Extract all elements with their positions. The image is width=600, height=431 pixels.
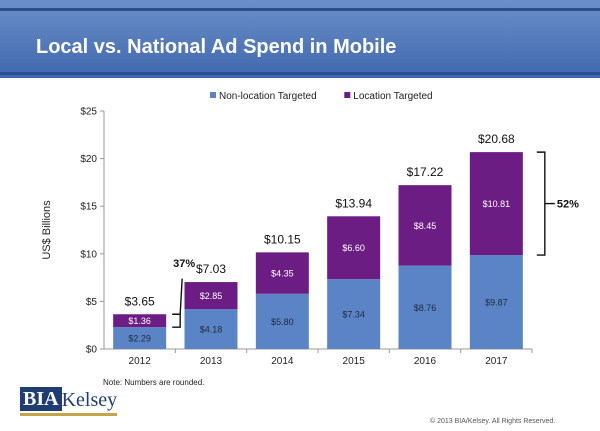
y-tick-label: $10 xyxy=(80,249,97,260)
bar-segment-non-location xyxy=(113,327,167,349)
banner-top-rule xyxy=(0,8,600,11)
bar-segment-non-location xyxy=(398,265,452,349)
bar-data-label: $5.80 xyxy=(271,317,294,327)
bar-data-label: $7.34 xyxy=(342,310,365,320)
title-banner: Local vs. National Ad Spend in Mobile xyxy=(0,0,600,78)
bar-segment-non-location xyxy=(327,279,381,349)
bar-data-label: $2.85 xyxy=(200,291,223,301)
x-tick-label: 2017 xyxy=(485,356,508,367)
bar-segment-location xyxy=(113,314,167,328)
bar-total-label: $3.65 xyxy=(125,294,155,308)
legend-label: Non-location Targeted xyxy=(219,91,317,102)
bar-data-label: $6.60 xyxy=(342,243,365,253)
bar-data-label: $8.76 xyxy=(414,303,437,313)
legend-swatch-location xyxy=(344,92,351,98)
bar-total-label: $17.22 xyxy=(407,165,444,179)
x-tick-label: 2016 xyxy=(414,356,437,367)
annotation-bracket-2017 xyxy=(536,151,546,256)
y-tick-label: $0 xyxy=(86,345,98,356)
x-tick-label: 2015 xyxy=(343,356,366,367)
bia-kelsey-logo: BIA Kelsey xyxy=(20,387,118,416)
logo-bia: BIA xyxy=(20,387,62,411)
y-tick-label: $20 xyxy=(80,154,97,165)
bar-data-label: $10.81 xyxy=(483,199,511,209)
bar-data-label: $1.36 xyxy=(128,316,151,326)
bar-segment-location xyxy=(184,282,238,310)
bar-segment-non-location xyxy=(184,309,238,349)
bar-data-label: $2.29 xyxy=(128,334,151,344)
bar-segment-non-location xyxy=(469,255,523,349)
bar-data-label: $9.87 xyxy=(485,298,508,308)
bar-segment-location xyxy=(469,152,523,256)
bar-data-label: $4.18 xyxy=(200,325,223,335)
y-tick-label: $25 xyxy=(80,107,97,118)
x-tick-label: 2013 xyxy=(200,356,223,367)
y-axis-label: US$ Billions xyxy=(41,200,53,260)
y-tick-label: $15 xyxy=(80,202,97,213)
copyright-text: © 2013 BIA/Kelsey. All Rights Reserved. xyxy=(430,418,556,425)
annotation-leader-2012 xyxy=(179,278,183,315)
logo-underline xyxy=(20,413,118,416)
bar-total-label: $7.03 xyxy=(196,262,226,276)
bar-segment-location xyxy=(327,216,381,280)
annotation-label-52: 52% xyxy=(557,199,579,211)
bar-data-label: $8.45 xyxy=(414,221,437,231)
x-tick-label: 2014 xyxy=(271,356,294,367)
legend-label: Location Targeted xyxy=(353,91,432,102)
annotation-bracket-2012 xyxy=(172,313,181,328)
bar-segment-non-location xyxy=(255,293,309,349)
chart-title: Local vs. National Ad Spend in Mobile xyxy=(36,36,397,58)
annotation-label-37: 37% xyxy=(173,258,195,270)
x-tick-label: 2012 xyxy=(129,356,152,367)
y-tick-label: $5 xyxy=(86,297,98,308)
bar-segment-location xyxy=(255,252,309,294)
logo-kelsey: Kelsey xyxy=(61,389,118,411)
legend-swatch-non-location xyxy=(210,92,216,98)
bar-segment-location xyxy=(398,185,452,266)
bar-total-label: $20.68 xyxy=(478,132,515,146)
footnote: Note: Numbers are rounded. xyxy=(103,378,205,387)
bar-total-label: $13.94 xyxy=(335,196,372,210)
bar-data-label: $4.35 xyxy=(271,269,294,279)
bar-total-label: $10.15 xyxy=(264,232,301,246)
banner-bottom-rule xyxy=(0,72,600,75)
